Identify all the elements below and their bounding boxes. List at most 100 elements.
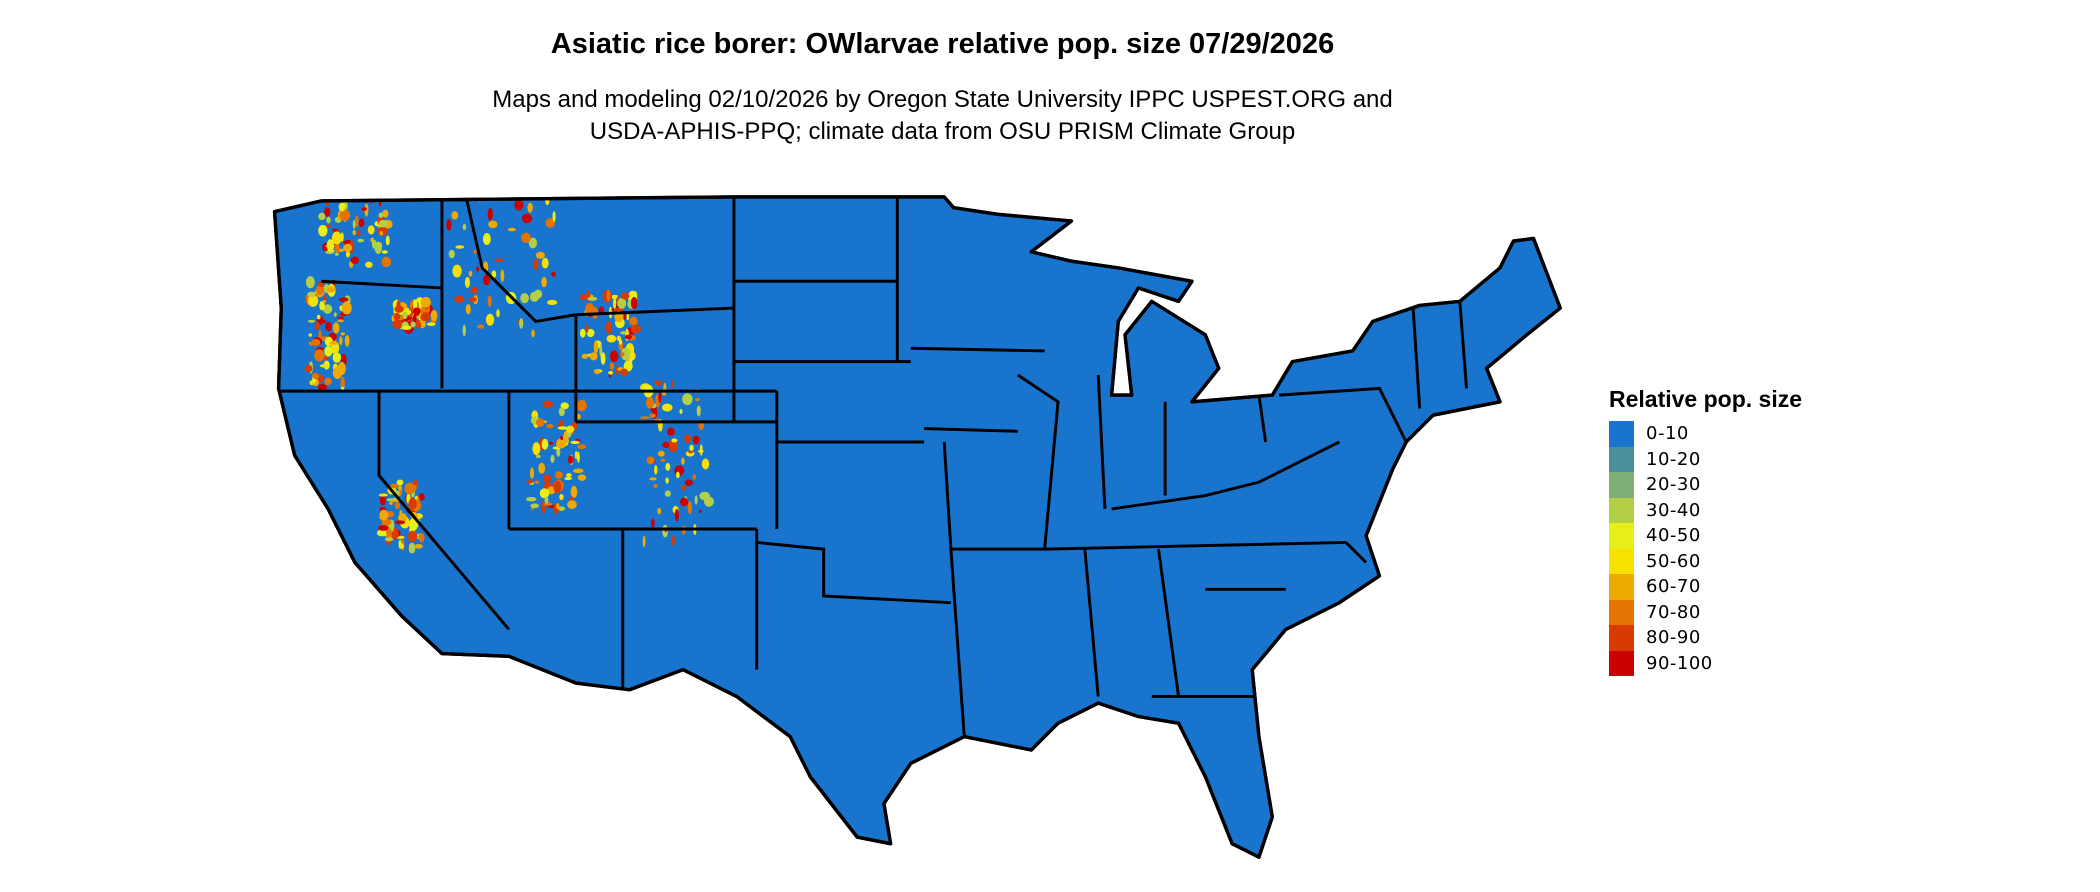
hotspot-cell <box>420 321 424 325</box>
hotspot-cell <box>448 249 455 259</box>
hotspot-cell <box>379 495 387 506</box>
hotspot-cell <box>599 344 603 357</box>
hotspot-cell <box>567 500 577 509</box>
hotspot-cell <box>379 230 383 236</box>
state-border-line <box>1083 548 1100 697</box>
hotspot-cell <box>555 438 566 449</box>
hotspot-cell <box>332 366 343 379</box>
legend-label: 20-30 <box>1646 474 1701 496</box>
hotspot-cell <box>318 212 326 221</box>
hotspot-cell <box>390 483 399 489</box>
hotspot-cell <box>585 302 595 316</box>
legend-label: 10-20 <box>1646 448 1701 470</box>
hotspot-cell <box>699 491 710 501</box>
hotspot-cell <box>688 450 693 454</box>
hotspot-cell <box>565 425 575 433</box>
hotspot-cell <box>613 297 617 309</box>
hotspot-cell <box>322 300 327 303</box>
hotspot-cell <box>552 211 556 223</box>
hotspot-cell <box>481 189 489 194</box>
hotspot-cell <box>653 484 658 488</box>
hotspot-cell <box>333 312 337 317</box>
hotspot-cell <box>354 215 359 228</box>
hotspot-cell <box>546 424 554 429</box>
hotspot-cell <box>392 319 403 329</box>
hotspot-cell <box>314 321 320 330</box>
hotspot-cell <box>668 439 678 453</box>
hotspot-cell <box>486 186 493 191</box>
hotspot-cell <box>408 542 416 554</box>
hotspot-cell <box>694 495 698 505</box>
hotspot-cell <box>379 509 389 521</box>
state-border-line <box>1096 374 1107 510</box>
hotspot-cell <box>558 407 565 417</box>
hotspot-cell <box>325 190 329 196</box>
hotspot-cell <box>577 444 587 450</box>
hotspot-cell <box>630 324 641 334</box>
hotspot-cell <box>353 188 359 193</box>
state-border-line <box>924 427 1018 433</box>
hotspot-cell <box>500 269 505 283</box>
hotspot-cell <box>535 251 545 259</box>
hotspot-cell <box>567 455 574 464</box>
hotspot-cell <box>536 454 541 459</box>
legend-swatch <box>1609 446 1634 472</box>
hotspot-cell <box>402 311 408 320</box>
state-border-line <box>1257 394 1268 443</box>
legend-label: 60-70 <box>1646 576 1701 598</box>
hotspot-cell <box>304 364 313 373</box>
hotspot-cell <box>605 321 613 334</box>
hotspot-cell <box>329 341 339 345</box>
hotspot-cell <box>531 329 535 338</box>
hotspot-cell <box>367 225 375 235</box>
hotspot-cell <box>657 450 665 457</box>
hotspot-cell <box>378 493 388 497</box>
hotspot-cell <box>485 313 495 326</box>
hotspot-cell <box>542 400 553 408</box>
hotspot-cell <box>631 291 638 300</box>
hotspot-cell <box>455 245 465 249</box>
state-border-line <box>377 391 511 631</box>
hotspot-cell <box>538 462 546 474</box>
legend-label: 30-40 <box>1646 499 1701 521</box>
hotspot-cell <box>684 479 693 486</box>
legend: Relative pop. size 0-10 10-20 20-30 30-40 40… <box>1609 386 1802 676</box>
hotspot-cell <box>687 500 692 515</box>
hotspot-cell <box>511 196 517 198</box>
hotspot-cell <box>585 323 589 333</box>
hotspot-cell <box>545 218 556 228</box>
hotspot-cell <box>522 174 527 178</box>
hotspot-cell <box>609 350 619 363</box>
hotspot-cell <box>322 304 333 314</box>
hotspot-cell <box>559 493 564 501</box>
hotspot-cell <box>430 309 438 322</box>
hotspot-cell <box>454 295 465 303</box>
hotspot-cell <box>566 473 572 478</box>
hotspot-cell <box>572 468 584 473</box>
hotspot-cell <box>576 400 587 412</box>
state-border-line <box>1278 386 1408 443</box>
hotspot-cell <box>401 325 412 330</box>
hotspot-cell <box>620 331 627 335</box>
hotspot-cell <box>377 226 389 237</box>
legend-item: 90-100 <box>1609 650 1802 676</box>
hotspot-cell <box>642 535 646 548</box>
hotspot-cell <box>382 209 389 218</box>
hotspot-cell <box>308 333 313 337</box>
hotspot-cell <box>354 190 360 194</box>
hotspot-cell <box>671 535 675 546</box>
hotspot-cell <box>551 271 556 277</box>
legend-item: 60-70 <box>1609 574 1802 600</box>
hotspot-cell <box>534 480 539 484</box>
map-title: Asiatic rice borer: OWlarvae relative po… <box>550 28 1335 60</box>
hotspot-cell <box>639 416 650 419</box>
hotspot-cell <box>684 434 692 444</box>
hotspot-cell <box>696 405 701 417</box>
hotspot-cell <box>332 352 342 363</box>
hotspot-cell <box>671 380 674 388</box>
hotspot-cell <box>356 186 361 193</box>
hotspot-cell <box>319 319 327 324</box>
hotspot-cell <box>666 427 675 436</box>
hotspot-cell <box>452 264 462 278</box>
